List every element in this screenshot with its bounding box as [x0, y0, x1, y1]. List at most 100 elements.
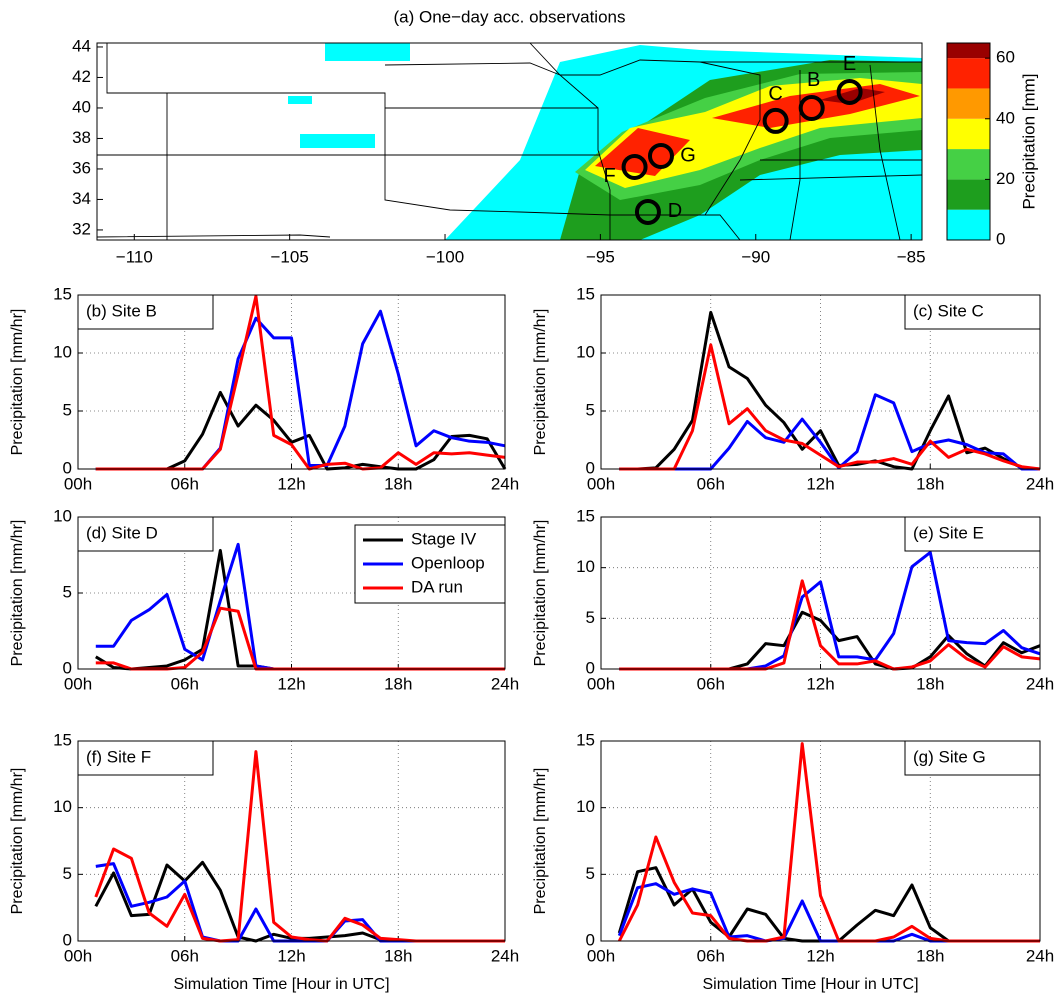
colorbar-frame	[946, 42, 991, 241]
x-tick-label: −100	[426, 247, 464, 266]
plot-frame	[600, 294, 1041, 470]
y-tick-label: 5	[63, 864, 72, 883]
colorbar-bin	[947, 149, 990, 180]
y-axis-label: Precipitation [mm/hr]	[9, 520, 26, 667]
plot-frame	[600, 740, 1041, 942]
border	[869, 64, 901, 241]
legend-label: Stage IV	[411, 529, 477, 548]
x-axis-label: Simulation Time [Hour in UTC]	[173, 976, 389, 993]
x-tick-label: 24h	[491, 474, 519, 493]
x-tick-label: 06h	[171, 946, 199, 965]
y-tick-label: 34	[72, 189, 91, 208]
colorbar-tick-label: 40	[996, 108, 1015, 127]
site-marker	[762, 107, 789, 134]
y-tick-label: 44	[72, 36, 91, 55]
colorbar-tick-label: 20	[996, 169, 1015, 188]
y-tick-label: 0	[63, 658, 72, 677]
y-tick-label: 0	[63, 930, 72, 949]
x-tick-label: 12h	[277, 946, 305, 965]
colorbar-bin	[947, 43, 990, 59]
y-axis-label: Precipitation [mm/hr]	[532, 520, 549, 667]
y-axis-label: Precipitation [mm/hr]	[532, 768, 549, 915]
x-tick-label: −90	[741, 247, 770, 266]
colorbar-label: Precipitation [mm]	[1019, 73, 1038, 209]
y-tick-label: 10	[53, 797, 72, 816]
y-tick-label: 5	[63, 400, 72, 419]
x-tick-label: 06h	[697, 674, 725, 693]
x-tick-label: 06h	[171, 674, 199, 693]
site-label: F	[603, 165, 615, 187]
site-label: D	[668, 200, 682, 222]
y-tick-label: 15	[53, 730, 72, 749]
x-tick-label: 00h	[64, 946, 92, 965]
x-tick-label: 24h	[1026, 474, 1054, 493]
precip-area	[300, 134, 375, 148]
panel-title: (b) Site B	[86, 301, 157, 320]
border	[106, 43, 386, 155]
y-tick-label: 5	[586, 864, 595, 883]
x-tick-label: −105	[271, 247, 309, 266]
border	[384, 155, 741, 241]
x-tick-label: 24h	[491, 674, 519, 693]
y-tick-label: 38	[72, 128, 91, 147]
x-tick-label: 00h	[64, 474, 92, 493]
y-tick-label: 42	[72, 67, 91, 86]
y-tick-label: 36	[72, 158, 91, 177]
site-marker	[836, 78, 863, 105]
x-tick-label: 24h	[491, 946, 519, 965]
x-tick-label: 12h	[806, 946, 834, 965]
x-tick-label: 18h	[916, 474, 944, 493]
y-tick-label: 5	[586, 400, 595, 419]
x-axis-label: Simulation Time [Hour in UTC]	[702, 976, 918, 993]
plot-frame	[600, 516, 1041, 670]
y-tick-label: 10	[576, 557, 595, 576]
precip-area	[820, 88, 885, 104]
colorbar-tick-label: 0	[996, 229, 1005, 248]
plot-frame	[77, 294, 506, 470]
x-tick-label: 06h	[697, 474, 725, 493]
site-marker	[647, 142, 674, 169]
x-tick-label: 12h	[806, 674, 834, 693]
y-tick-label: 0	[586, 658, 595, 677]
plot-frame	[77, 740, 506, 942]
map-title: (a) One−day acc. observations	[394, 7, 626, 26]
site-label: B	[807, 69, 820, 91]
title-box	[77, 740, 214, 776]
x-tick-label: 18h	[916, 674, 944, 693]
title-box	[77, 516, 214, 552]
precip-area	[325, 43, 410, 61]
border	[739, 174, 923, 181]
title-box	[77, 294, 214, 330]
x-tick-label: 18h	[384, 946, 412, 965]
y-tick-label: 15	[576, 730, 595, 749]
y-tick-label: 32	[72, 219, 91, 238]
x-tick-label: 00h	[587, 474, 615, 493]
y-tick-label: 10	[576, 797, 595, 816]
y-axis-label: Precipitation [mm/hr]	[9, 768, 26, 915]
map-frame	[96, 42, 923, 241]
series-line	[619, 343, 1041, 471]
panel-title: (g) Site G	[913, 747, 986, 766]
y-tick-label: 15	[576, 506, 595, 525]
border	[384, 62, 599, 109]
site-label: E	[843, 53, 856, 75]
colorbar-bin	[947, 88, 990, 119]
series-line	[619, 310, 1041, 471]
colorbar-bin	[947, 118, 990, 150]
site-label: G	[680, 144, 696, 166]
x-tick-label: 12h	[277, 474, 305, 493]
y-axis-label: Precipitation [mm/hr]	[9, 309, 26, 456]
state-borders	[96, 42, 923, 241]
site-marker	[621, 153, 648, 180]
x-tick-label: 12h	[277, 674, 305, 693]
panel-title: (d) Site D	[86, 523, 158, 542]
x-tick-label: −85	[897, 247, 926, 266]
x-tick-label: 18h	[384, 474, 412, 493]
y-tick-label: 0	[586, 930, 595, 949]
x-tick-label: 00h	[587, 674, 615, 693]
x-tick-label: 12h	[806, 474, 834, 493]
y-tick-label: 10	[53, 506, 72, 525]
colorbar-bin	[947, 58, 990, 89]
border	[385, 107, 611, 240]
site-label: C	[768, 83, 782, 105]
